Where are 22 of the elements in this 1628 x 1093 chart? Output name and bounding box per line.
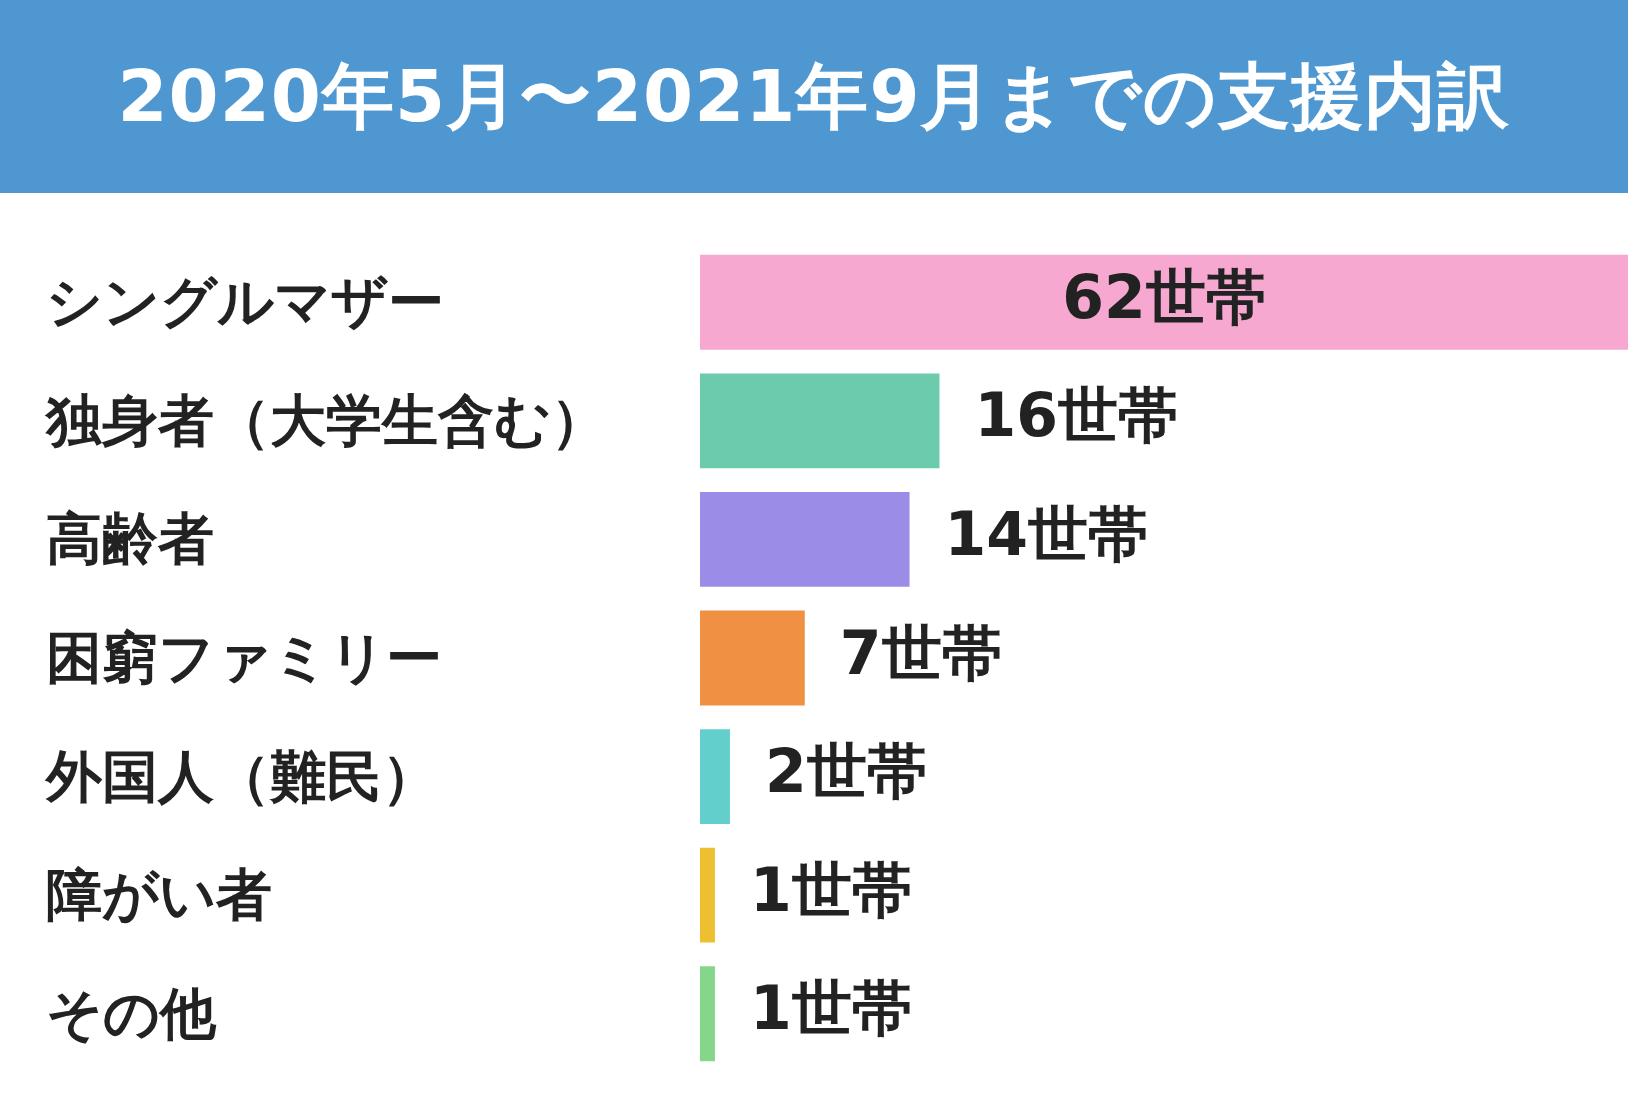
bar [700,610,805,706]
y-tick-label: 障がい者 [46,862,272,929]
bar [700,373,940,469]
bar [700,966,715,1062]
bar [700,254,1628,350]
bar [700,729,730,824]
data-label: 16世帯 [974,380,1178,451]
data-label: 1世帯 [749,973,912,1044]
y-tick-label: その他 [46,980,216,1047]
data-label: 1世帯 [749,854,912,925]
y-tick-label: 高齢者 [46,506,214,573]
y-tick-label: 困窮ファミリー [46,625,442,691]
y-tick-label: シングルマザー [46,269,444,336]
data-label: 14世帯 [944,499,1149,570]
data-label: 7世帯 [839,617,1002,688]
chart-title: 2020年5月〜2021年9月までの支援内訳 [0,0,1628,193]
bar [700,847,715,943]
data-label: 62世帯 [1062,261,1266,332]
bar [700,492,910,587]
y-tick-label: 外国人（難民） [46,743,438,810]
y-tick-label: 独身者（大学生含む） [46,387,607,454]
data-label: 2世帯 [764,736,927,807]
